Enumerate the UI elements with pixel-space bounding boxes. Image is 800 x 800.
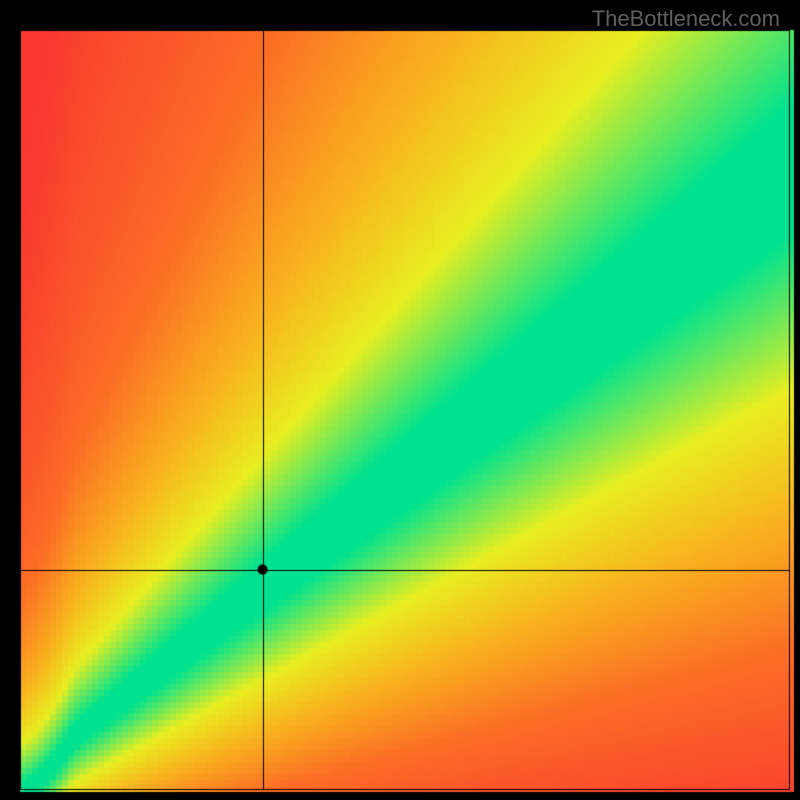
watermark-text: TheBottleneck.com <box>592 6 780 32</box>
chart-container: TheBottleneck.com <box>0 0 800 800</box>
bottleneck-heatmap <box>0 0 800 800</box>
